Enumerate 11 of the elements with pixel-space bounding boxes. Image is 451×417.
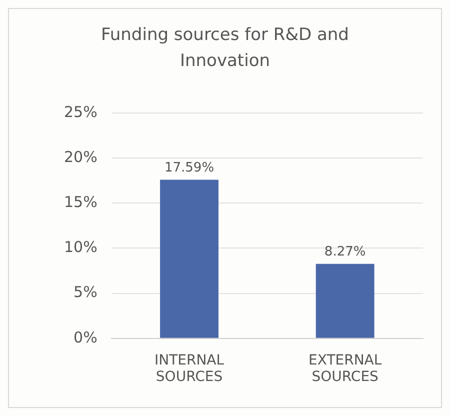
data-label: 8.27% bbox=[324, 244, 366, 260]
y-tick-label: 10% bbox=[64, 238, 98, 256]
x-tick-label: INTERNAL SOURCES bbox=[154, 352, 224, 386]
y-tick-label: 25% bbox=[64, 102, 98, 121]
x-tick-label: EXTERNAL SOURCES bbox=[308, 352, 382, 386]
y-tick-label: 0% bbox=[74, 328, 98, 346]
y-tick-label: 20% bbox=[64, 148, 98, 166]
y-tick-label: 15% bbox=[64, 193, 98, 212]
chart-title: Funding sources for R&D and Innovation bbox=[100, 24, 350, 73]
data-label: 17.59% bbox=[164, 160, 214, 176]
y-tick-label: 5% bbox=[74, 283, 98, 302]
